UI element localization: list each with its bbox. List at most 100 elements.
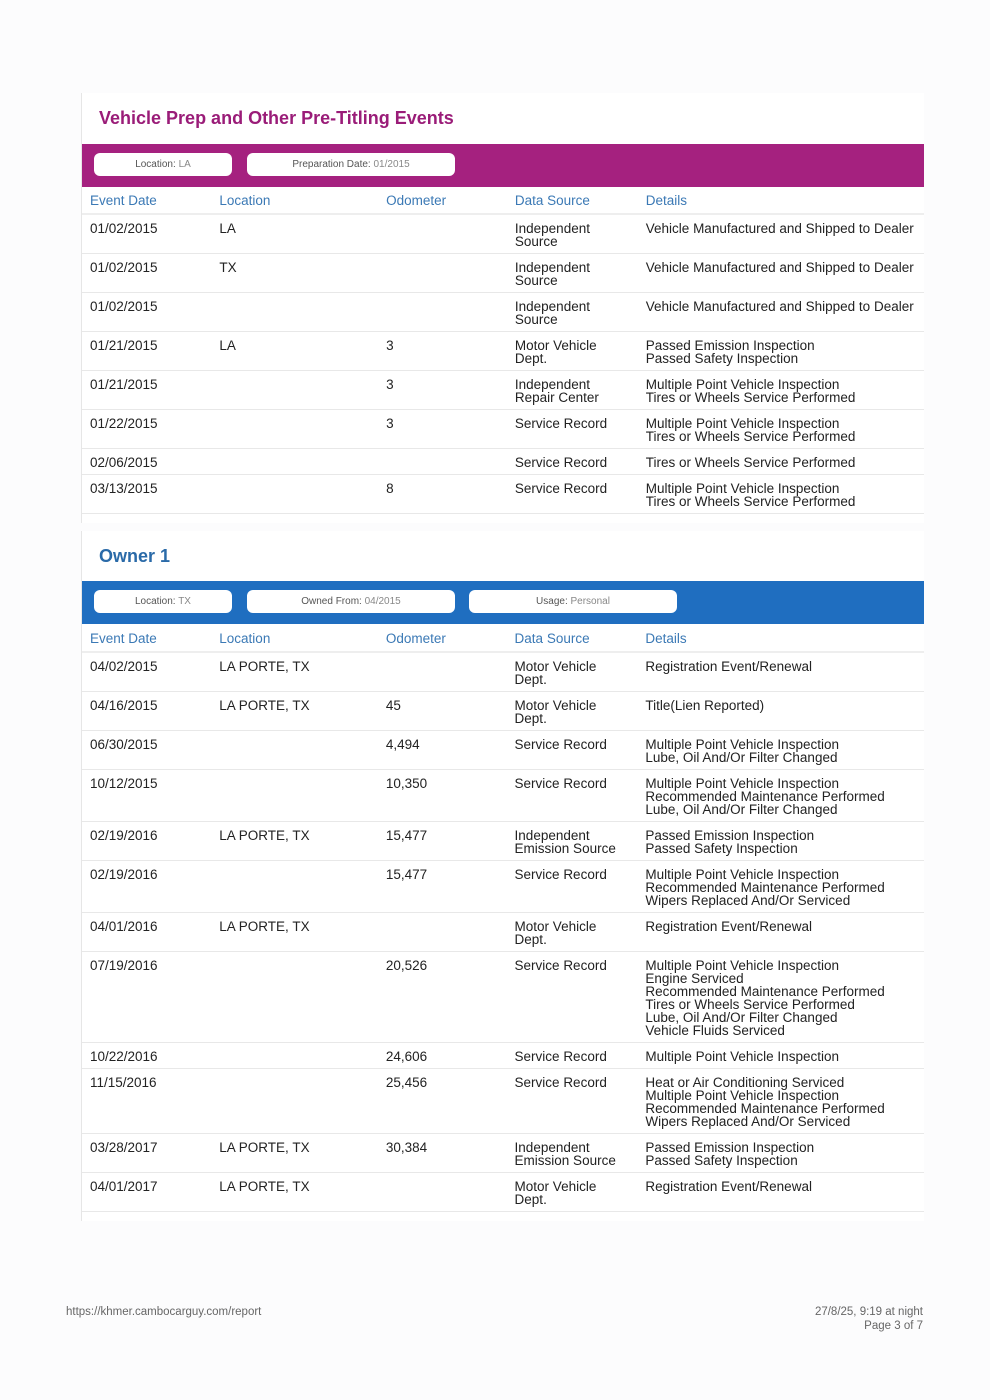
details-cell: Tires or Wheels Service Performed xyxy=(637,448,924,475)
location-cell xyxy=(211,951,378,1043)
event-date-cell: 11/15/2016 xyxy=(82,1068,212,1134)
location-cell xyxy=(211,292,379,332)
data-source-cell: Service Record xyxy=(506,474,638,514)
table-row: 01/22/2015 3 Service Record Multiple Point … xyxy=(82,409,924,449)
odometer-cell: 30,384 xyxy=(377,1133,507,1173)
data-source-cell: Motor Vehicle Dept. xyxy=(506,912,638,952)
data-source-cell: Independent Emission Source xyxy=(506,821,638,861)
owner-section: Owner 1 Location: TX Owned From: 04/2015… xyxy=(81,531,924,1221)
location-cell xyxy=(211,860,378,913)
section-title: Vehicle Prep and Other Pre-Titling Event… xyxy=(99,108,454,128)
table-row: 01/02/2015 Independent Source Vehicle Manu… xyxy=(82,292,924,332)
odometer-cell xyxy=(378,214,507,254)
odometer-cell: 3 xyxy=(378,370,507,410)
odometer-cell: 15,477 xyxy=(377,860,507,913)
data-source-cell: Service Record xyxy=(506,1068,638,1134)
table-row: 01/21/2015 LA 3 Motor Vehicle Dept. Passed E… xyxy=(82,331,924,371)
event-date-cell: 01/02/2015 xyxy=(82,214,212,254)
data-source-cell: Service Record xyxy=(506,448,638,475)
odometer-cell: 10,350 xyxy=(377,769,507,822)
data-source-cell: Service Record xyxy=(506,1042,638,1069)
odometer-cell xyxy=(377,912,507,952)
column-header-location: Location xyxy=(211,625,378,653)
details-cell: Heat or Air Conditioning Serviced Multip… xyxy=(637,1068,924,1134)
data-source-cell: Service Record xyxy=(506,769,638,822)
details-cell: Multiple Point Vehicle Inspection xyxy=(637,1042,924,1069)
odometer-cell: 3 xyxy=(378,331,507,371)
details-cell: Registration Event/Renewal xyxy=(637,652,924,692)
details-cell: Multiple Point Vehicle Inspection Engine… xyxy=(637,951,924,1043)
location-cell: LA xyxy=(211,214,379,254)
details-cell: Vehicle Manufactured and Shipped to Deal… xyxy=(637,214,924,254)
location-cell xyxy=(211,769,378,822)
data-source-cell: Motor Vehicle Dept. xyxy=(506,652,638,692)
table-row: 03/13/2015 8 Service Record Multiple Point … xyxy=(82,474,924,514)
odometer-cell xyxy=(378,253,507,293)
table-row: 07/19/2016 20,526 Service Record Multiple P… xyxy=(82,951,924,1043)
odometer-cell: 24,606 xyxy=(377,1042,507,1069)
data-source-cell: Service Record xyxy=(506,730,638,770)
table-row: 10/22/2016 24,606 Service Record Multiple P… xyxy=(82,1042,924,1069)
event-date-cell: 01/21/2015 xyxy=(82,370,212,410)
preparation-date-pill: Preparation Date: 01/2015 xyxy=(247,153,455,176)
table-row: 06/30/2015 4,494 Service Record Multiple Po… xyxy=(82,730,924,770)
footer-datetime: 27/8/25, 9:19 at night xyxy=(814,1306,923,1318)
event-date-cell: 02/06/2015 xyxy=(82,448,212,475)
prep-events-table: Event Date Location Odometer Data Source Det… xyxy=(82,187,924,514)
column-header-odometer: Odometer xyxy=(377,625,507,653)
odometer-cell: 8 xyxy=(378,474,507,514)
table-row: 02/19/2016 LA PORTE, TX 15,477 Independent … xyxy=(82,821,924,861)
odometer-cell xyxy=(377,1172,507,1212)
table-row: 04/16/2015 LA PORTE, TX 45 Motor Vehicle De… xyxy=(82,691,924,731)
event-date-cell: 07/19/2016 xyxy=(82,951,212,1043)
odometer-cell: 45 xyxy=(377,691,507,731)
event-date-cell: 02/19/2016 xyxy=(82,821,212,861)
details-cell: Passed Emission Inspection Passed Safety… xyxy=(637,1133,924,1173)
location-cell xyxy=(211,409,379,449)
column-header-event-date: Event Date xyxy=(82,625,212,653)
details-cell: Vehicle Manufactured and Shipped to Deal… xyxy=(637,253,924,293)
table-row: 04/02/2015 LA PORTE, TX Motor Vehicle Dept… xyxy=(82,652,924,692)
details-cell: Multiple Point Vehicle Inspection Tires … xyxy=(637,370,924,410)
location-cell xyxy=(211,370,379,410)
location-cell xyxy=(211,1042,378,1069)
table-row: 03/28/2017 LA PORTE, TX 30,384 Independent … xyxy=(82,1133,924,1173)
odometer-cell xyxy=(377,652,507,692)
table-row: 01/02/2015 LA Independent Source Vehicle Ma… xyxy=(82,214,924,254)
location-cell: LA PORTE, TX xyxy=(211,691,378,731)
summary-band: Location: LA Preparation Date: 01/2015 xyxy=(82,144,924,187)
location-cell xyxy=(211,1068,378,1134)
data-source-cell: Motor Vehicle Dept. xyxy=(506,1172,638,1212)
details-cell: Registration Event/Renewal xyxy=(637,912,924,952)
event-date-cell: 04/02/2015 xyxy=(82,652,212,692)
column-header-details: Details xyxy=(637,625,924,653)
details-cell: Multiple Point Vehicle Inspection Recomm… xyxy=(637,769,924,822)
footer-page-number: Page 3 of 7 xyxy=(864,1320,923,1332)
event-date-cell: 04/01/2016 xyxy=(82,912,212,952)
details-cell: Multiple Point Vehicle Inspection Tires … xyxy=(637,474,924,514)
location-pill: Location: TX xyxy=(94,590,232,613)
table-row: 01/21/2015 3 Independent Repair Center Mult… xyxy=(82,370,924,410)
details-cell: Multiple Point Vehicle Inspection Recomm… xyxy=(637,860,924,913)
odometer-cell: 15,477 xyxy=(377,821,507,861)
event-date-cell: 01/02/2015 xyxy=(82,292,212,332)
column-header-event-date: Event Date xyxy=(82,187,212,215)
data-source-cell: Motor Vehicle Dept. xyxy=(506,331,638,371)
data-source-cell: Independent Source xyxy=(506,214,638,254)
data-source-cell: Motor Vehicle Dept. xyxy=(506,691,638,731)
column-header-data-source: Data Source xyxy=(506,625,638,653)
location-cell: LA xyxy=(211,331,379,371)
location-cell: LA PORTE, TX xyxy=(211,821,378,861)
data-source-cell: Service Record xyxy=(506,951,638,1043)
event-date-cell: 03/28/2017 xyxy=(82,1133,212,1173)
table-row: 02/06/2015 Service Record Tires or Wheels … xyxy=(82,448,924,475)
table-row: 02/19/2016 15,477 Service Record Multiple P… xyxy=(82,860,924,913)
data-source-cell: Service Record xyxy=(506,409,638,449)
odometer-cell: 25,456 xyxy=(377,1068,507,1134)
odometer-cell: 20,526 xyxy=(377,951,507,1043)
location-cell xyxy=(211,730,378,770)
event-date-cell: 03/13/2015 xyxy=(82,474,212,514)
table-row: 01/02/2015 TX Independent Source Vehicle Ma… xyxy=(82,253,924,293)
section-title: Owner 1 xyxy=(99,546,171,566)
